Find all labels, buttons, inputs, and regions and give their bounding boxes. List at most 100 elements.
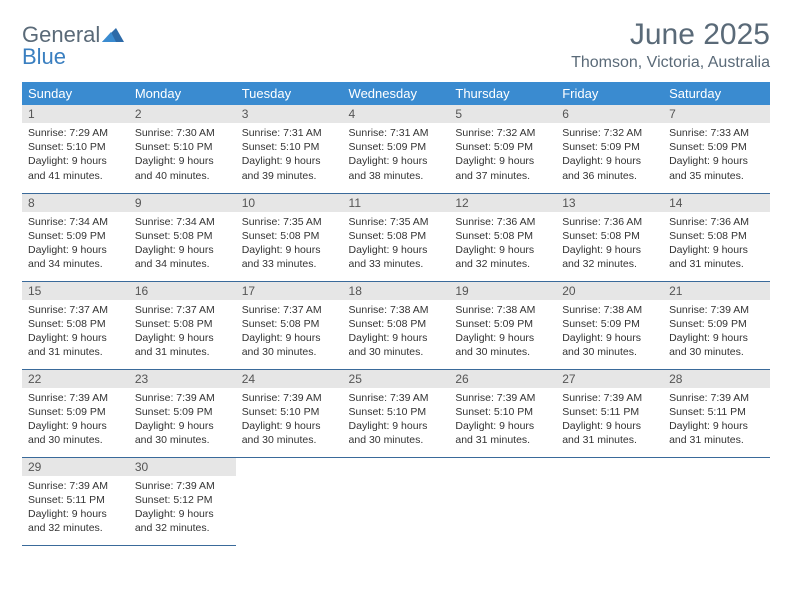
day-line-d2: and 30 minutes. [135, 433, 230, 447]
day-line-d1: Daylight: 9 hours [242, 331, 337, 345]
day-number: 23 [129, 370, 236, 388]
brand-logo: General Blue [22, 24, 124, 68]
day-line-d1: Daylight: 9 hours [349, 331, 444, 345]
day-line-d1: Daylight: 9 hours [669, 331, 764, 345]
day-line-ss: Sunset: 5:08 PM [28, 317, 123, 331]
day-line-d1: Daylight: 9 hours [562, 243, 657, 257]
day-line-ss: Sunset: 5:10 PM [28, 140, 123, 154]
day-line-d2: and 30 minutes. [28, 433, 123, 447]
day-line-d1: Daylight: 9 hours [455, 243, 550, 257]
day-details: Sunrise: 7:39 AMSunset: 5:11 PMDaylight:… [556, 388, 663, 452]
day-details: Sunrise: 7:32 AMSunset: 5:09 PMDaylight:… [556, 123, 663, 187]
day-number: 17 [236, 282, 343, 300]
logo-triangle-icon [102, 24, 124, 46]
day-number: 5 [449, 105, 556, 123]
day-line-ss: Sunset: 5:08 PM [455, 229, 550, 243]
day-line-sr: Sunrise: 7:38 AM [562, 303, 657, 317]
day-details: Sunrise: 7:33 AMSunset: 5:09 PMDaylight:… [663, 123, 770, 187]
day-details: Sunrise: 7:39 AMSunset: 5:10 PMDaylight:… [449, 388, 556, 452]
calendar-table: Sunday Monday Tuesday Wednesday Thursday… [22, 82, 770, 546]
calendar-day-cell: 14Sunrise: 7:36 AMSunset: 5:08 PMDayligh… [663, 193, 770, 281]
day-line-ss: Sunset: 5:08 PM [135, 317, 230, 331]
day-line-d1: Daylight: 9 hours [135, 243, 230, 257]
day-line-sr: Sunrise: 7:32 AM [455, 126, 550, 140]
day-line-ss: Sunset: 5:11 PM [669, 405, 764, 419]
day-number: 24 [236, 370, 343, 388]
day-line-d2: and 33 minutes. [349, 257, 444, 271]
day-number: 7 [663, 105, 770, 123]
day-number: 28 [663, 370, 770, 388]
day-line-sr: Sunrise: 7:39 AM [242, 391, 337, 405]
day-line-ss: Sunset: 5:08 PM [349, 317, 444, 331]
calendar-day-cell: 17Sunrise: 7:37 AMSunset: 5:08 PMDayligh… [236, 281, 343, 369]
day-details: Sunrise: 7:39 AMSunset: 5:12 PMDaylight:… [129, 476, 236, 540]
day-details: Sunrise: 7:31 AMSunset: 5:09 PMDaylight:… [343, 123, 450, 187]
day-line-d2: and 34 minutes. [135, 257, 230, 271]
day-line-d2: and 35 minutes. [669, 169, 764, 183]
day-line-d1: Daylight: 9 hours [135, 154, 230, 168]
calendar-day-cell: 25Sunrise: 7:39 AMSunset: 5:10 PMDayligh… [343, 369, 450, 457]
day-line-sr: Sunrise: 7:37 AM [135, 303, 230, 317]
day-details: Sunrise: 7:39 AMSunset: 5:10 PMDaylight:… [343, 388, 450, 452]
day-number: 6 [556, 105, 663, 123]
calendar-week-row: 8Sunrise: 7:34 AMSunset: 5:09 PMDaylight… [22, 193, 770, 281]
day-line-sr: Sunrise: 7:33 AM [669, 126, 764, 140]
day-line-d1: Daylight: 9 hours [669, 243, 764, 257]
brand-word-2: Blue [22, 46, 124, 68]
day-line-d2: and 41 minutes. [28, 169, 123, 183]
calendar-day-cell: 7Sunrise: 7:33 AMSunset: 5:09 PMDaylight… [663, 105, 770, 193]
day-details: Sunrise: 7:39 AMSunset: 5:11 PMDaylight:… [663, 388, 770, 452]
day-details: Sunrise: 7:39 AMSunset: 5:10 PMDaylight:… [236, 388, 343, 452]
calendar-day-cell: 27Sunrise: 7:39 AMSunset: 5:11 PMDayligh… [556, 369, 663, 457]
day-line-ss: Sunset: 5:09 PM [562, 140, 657, 154]
day-line-d2: and 40 minutes. [135, 169, 230, 183]
day-number: 18 [343, 282, 450, 300]
calendar-week-row: 22Sunrise: 7:39 AMSunset: 5:09 PMDayligh… [22, 369, 770, 457]
day-line-ss: Sunset: 5:08 PM [242, 317, 337, 331]
day-line-sr: Sunrise: 7:35 AM [242, 215, 337, 229]
day-line-d1: Daylight: 9 hours [669, 419, 764, 433]
day-number: 11 [343, 194, 450, 212]
day-line-d2: and 31 minutes. [562, 433, 657, 447]
calendar-day-cell: 24Sunrise: 7:39 AMSunset: 5:10 PMDayligh… [236, 369, 343, 457]
day-line-sr: Sunrise: 7:31 AM [349, 126, 444, 140]
weekday-header: Wednesday [343, 82, 450, 105]
day-number: 9 [129, 194, 236, 212]
day-details: Sunrise: 7:32 AMSunset: 5:09 PMDaylight:… [449, 123, 556, 187]
calendar-day-cell: 6Sunrise: 7:32 AMSunset: 5:09 PMDaylight… [556, 105, 663, 193]
calendar-day-cell: 29Sunrise: 7:39 AMSunset: 5:11 PMDayligh… [22, 457, 129, 545]
day-line-sr: Sunrise: 7:39 AM [669, 303, 764, 317]
day-details: Sunrise: 7:37 AMSunset: 5:08 PMDaylight:… [22, 300, 129, 364]
calendar-page: General Blue June 2025 Thomson, Victoria… [0, 0, 792, 556]
day-details: Sunrise: 7:30 AMSunset: 5:10 PMDaylight:… [129, 123, 236, 187]
day-line-ss: Sunset: 5:09 PM [455, 317, 550, 331]
day-line-sr: Sunrise: 7:39 AM [28, 391, 123, 405]
day-line-sr: Sunrise: 7:31 AM [242, 126, 337, 140]
day-line-d1: Daylight: 9 hours [349, 419, 444, 433]
calendar-week-row: 15Sunrise: 7:37 AMSunset: 5:08 PMDayligh… [22, 281, 770, 369]
day-line-sr: Sunrise: 7:34 AM [135, 215, 230, 229]
day-details: Sunrise: 7:38 AMSunset: 5:08 PMDaylight:… [343, 300, 450, 364]
weekday-header: Monday [129, 82, 236, 105]
day-number: 2 [129, 105, 236, 123]
calendar-day-cell: 2Sunrise: 7:30 AMSunset: 5:10 PMDaylight… [129, 105, 236, 193]
day-line-d2: and 30 minutes. [669, 345, 764, 359]
calendar-day-cell [449, 457, 556, 545]
day-number: 19 [449, 282, 556, 300]
title-block: June 2025 Thomson, Victoria, Australia [571, 18, 770, 72]
day-details: Sunrise: 7:36 AMSunset: 5:08 PMDaylight:… [663, 212, 770, 276]
day-line-ss: Sunset: 5:10 PM [135, 140, 230, 154]
logo-text-block: General Blue [22, 24, 124, 68]
day-line-d2: and 31 minutes. [28, 345, 123, 359]
calendar-day-cell [556, 457, 663, 545]
calendar-day-cell: 19Sunrise: 7:38 AMSunset: 5:09 PMDayligh… [449, 281, 556, 369]
day-line-ss: Sunset: 5:09 PM [28, 405, 123, 419]
day-line-d2: and 31 minutes. [669, 433, 764, 447]
page-header: General Blue June 2025 Thomson, Victoria… [22, 18, 770, 72]
day-line-d1: Daylight: 9 hours [242, 243, 337, 257]
day-details: Sunrise: 7:34 AMSunset: 5:08 PMDaylight:… [129, 212, 236, 276]
calendar-day-cell [663, 457, 770, 545]
day-details: Sunrise: 7:36 AMSunset: 5:08 PMDaylight:… [556, 212, 663, 276]
day-line-d2: and 30 minutes. [349, 433, 444, 447]
calendar-day-cell: 22Sunrise: 7:39 AMSunset: 5:09 PMDayligh… [22, 369, 129, 457]
